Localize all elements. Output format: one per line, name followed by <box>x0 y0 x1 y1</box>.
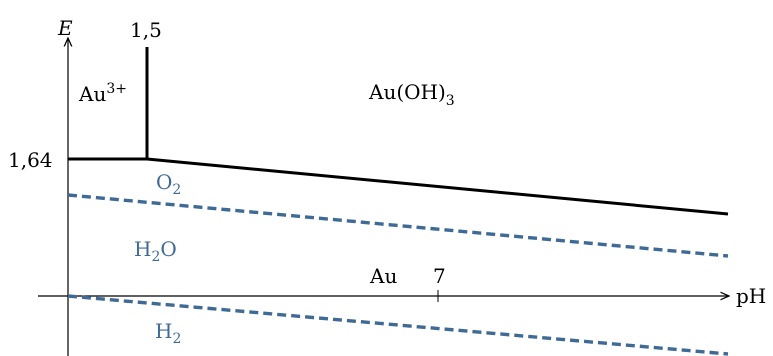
vertical-boundary-label: 1,5 <box>130 18 162 42</box>
h2o-label: H2O <box>134 237 177 265</box>
h2-label: H2 <box>155 319 181 347</box>
o2-label: O2 <box>156 170 181 198</box>
y-axis-label: E <box>57 16 73 40</box>
x-axis-label: pH <box>736 284 766 308</box>
auoh3-region-label: Au(OH)3 <box>368 80 455 109</box>
h2o-h2-line <box>67 294 729 356</box>
auoh3-au-boundary <box>146 157 729 216</box>
x-tick-label: 7 <box>433 264 446 288</box>
y-tick-label: 1,64 <box>8 148 53 172</box>
o2-h2o-line <box>67 193 729 258</box>
au-region-label: Au <box>369 264 397 288</box>
au3-region-label: Au3+ <box>78 81 127 106</box>
